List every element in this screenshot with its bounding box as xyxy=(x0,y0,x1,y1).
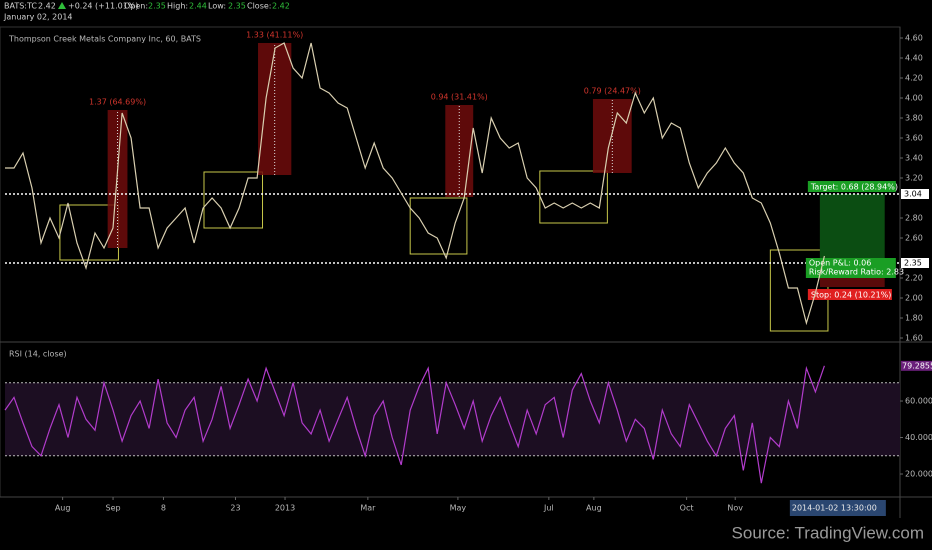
move-label: 0.79 (24.47%) xyxy=(584,87,641,96)
target-badge xyxy=(807,181,896,192)
y-tick-label: 2.00 xyxy=(905,294,923,303)
rr-label: Risk/Reward Ratio: 2.83 xyxy=(809,268,904,277)
y-tick-label: 40.0000 xyxy=(905,433,932,442)
x-tick-label: May xyxy=(450,504,467,513)
x-tick-label: Sep xyxy=(106,504,121,513)
field-label: Close: xyxy=(247,2,272,11)
pane-title: Thompson Creek Metals Company Inc, 60, B… xyxy=(8,35,201,44)
stop-badge xyxy=(807,289,892,300)
y-tick-label: 3.40 xyxy=(905,154,923,163)
change: +0.24 (+11.01%) xyxy=(68,2,139,11)
field-label: Open: xyxy=(124,2,148,11)
source: Source: TradingView.com xyxy=(732,523,924,542)
target-label: Target: 0.68 (28.94%) xyxy=(810,183,898,192)
field-value: 2.35 xyxy=(228,2,246,11)
move-label: 1.33 (41.11%) xyxy=(246,31,303,40)
rsi-band xyxy=(5,382,900,456)
y-tick-label: 1.60 xyxy=(905,334,923,343)
pane-title: RSI (14, close) xyxy=(9,350,67,359)
x-tick-label: Aug xyxy=(55,504,71,513)
y-tick-label: 3.60 xyxy=(905,134,923,143)
field-value: 2.44 xyxy=(189,2,207,11)
x-tick-label: Nov xyxy=(727,504,743,513)
field-value: 2.35 xyxy=(148,2,166,11)
axis-badge xyxy=(901,189,929,199)
series-line xyxy=(5,42,825,326)
y-tick-label: 4.40 xyxy=(905,54,923,63)
x-tick-label: 8 xyxy=(161,504,166,513)
y-tick-label: 4.60 xyxy=(905,34,923,43)
axis-badge-label: 3.04 xyxy=(904,190,922,199)
axis-badge xyxy=(901,258,929,268)
y-tick-label: 1.80 xyxy=(905,314,923,323)
last-value-badge xyxy=(901,360,932,371)
x-tick-label: 23 xyxy=(230,504,240,513)
pnl-badge xyxy=(805,258,896,278)
move-label: 0.94 (31.41%) xyxy=(431,93,488,102)
date: January 02, 2014 xyxy=(3,13,73,22)
range-box xyxy=(409,197,468,255)
cursor-label: 2014-01-02 13:30:00 xyxy=(792,504,877,513)
last-price: 2.42 xyxy=(38,2,56,11)
y-tick-label: 3.20 xyxy=(905,174,923,183)
y-tick-label: 4.00 xyxy=(905,94,923,103)
cursor-badge xyxy=(789,500,886,516)
x-tick-label: 2013 xyxy=(275,504,295,513)
y-tick-label: 2.80 xyxy=(905,214,923,223)
stop-label: Stop: 0.24 (10.21%) xyxy=(811,291,892,300)
field-label: High: xyxy=(167,2,188,11)
up-arrow xyxy=(58,2,66,9)
y-tick-label: 4.20 xyxy=(905,74,923,83)
symbol: BATS:TC xyxy=(4,2,37,11)
x-tick-label: Jul xyxy=(543,504,554,513)
y-tick-label: 2.60 xyxy=(905,234,923,243)
y-tick-label: 2.20 xyxy=(905,274,923,283)
target-zone xyxy=(819,194,885,263)
axis-badge-label: 2.35 xyxy=(904,259,922,268)
y-tick-label: 20.0000 xyxy=(905,470,932,479)
pnl-label: Open P&L: 0.06 xyxy=(809,259,871,268)
last-value-label: 79.2855 xyxy=(902,361,932,370)
x-tick-label: Aug xyxy=(586,504,602,513)
x-tick-label: Oct xyxy=(680,504,694,513)
x-tick-label: Mar xyxy=(360,504,376,513)
move-label: 1.37 (64.69%) xyxy=(89,98,146,107)
series-line xyxy=(4,365,825,484)
y-tick-label: 60.0000 xyxy=(905,397,932,406)
field-label: Low: xyxy=(208,2,226,11)
y-tick-label: 3.80 xyxy=(905,114,923,123)
field-value: 2.42 xyxy=(272,2,290,11)
range-box xyxy=(203,171,264,229)
